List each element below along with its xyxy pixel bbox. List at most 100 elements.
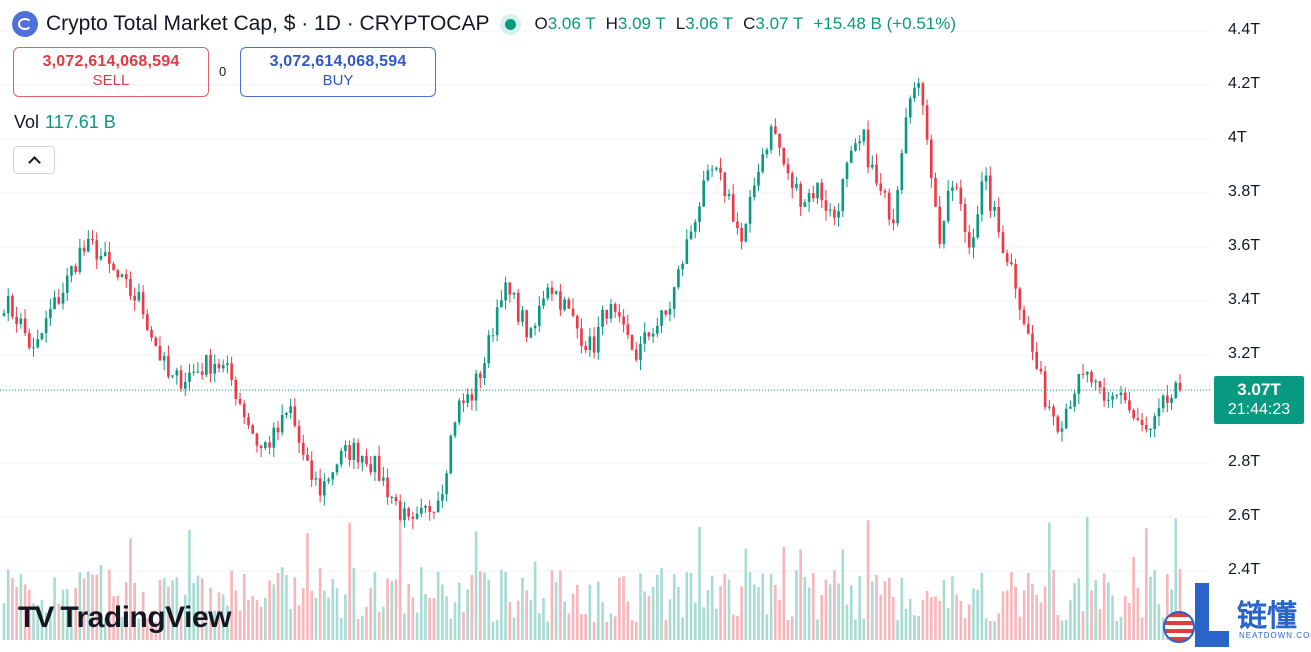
candle-body (597, 326, 600, 353)
volume-bar (474, 531, 478, 640)
candle-body (65, 275, 69, 293)
volume-bar (1056, 614, 1060, 640)
volume-bar (752, 584, 756, 640)
volume-bar (698, 526, 701, 640)
candle-body (993, 206, 996, 211)
candle-body (314, 478, 318, 480)
volume-bar (588, 584, 592, 640)
volume-bar (226, 605, 229, 640)
candle-body (1166, 395, 1169, 403)
candle-body (875, 164, 878, 184)
candle-body (1119, 392, 1123, 396)
volume-bar (6, 569, 10, 640)
candle-body (1161, 395, 1165, 409)
volume-bar (124, 581, 128, 640)
volume-bar (1123, 595, 1127, 640)
volume-bar (230, 570, 233, 640)
volume-bar (196, 575, 200, 640)
candle-body (782, 147, 786, 165)
volume-bar (833, 570, 836, 640)
candle-body (242, 403, 246, 418)
symbol-title[interactable]: Crypto Total Market Cap, $ · 1D · CRYPTO… (46, 12, 490, 35)
candle-body (824, 200, 828, 211)
buy-button[interactable]: 3,072,614,068,594 BUY (240, 47, 436, 97)
buy-label: BUY (322, 72, 354, 89)
candle-body (904, 117, 908, 154)
sell-price: 3,072,614,068,594 (42, 53, 180, 70)
volume-bar (188, 530, 191, 640)
volume-bar (782, 546, 786, 640)
volume-bar (938, 600, 942, 640)
candle-body (639, 343, 642, 360)
sell-button[interactable]: 3,072,614,068,594 SELL (13, 47, 209, 97)
l-logo-icon (1191, 583, 1229, 647)
candle-body (365, 455, 368, 465)
candle-body (500, 300, 503, 308)
price-axis-label: 4T (1228, 129, 1247, 146)
candle-body (491, 335, 495, 337)
volume-bar (394, 579, 398, 640)
candle-body (1085, 371, 1089, 375)
candle-body (369, 464, 373, 473)
volume-bar (904, 609, 908, 640)
candle-body (1170, 397, 1173, 403)
volume-bar (567, 613, 571, 640)
candle-body (175, 370, 179, 376)
price-axis-label: 3.6T (1228, 237, 1261, 254)
candle-body (1128, 400, 1131, 411)
volume-bar (1094, 580, 1098, 640)
ohlc-open-value: 3.06 T (547, 14, 596, 33)
volume-bar (360, 615, 364, 640)
candle-body (285, 412, 288, 415)
chart-header: Crypto Total Market Cap, $ · 1D · CRYPTO… (12, 10, 956, 38)
candle-body (167, 356, 170, 377)
candle-body (807, 193, 811, 203)
volume-bar (120, 616, 124, 640)
candle-body (698, 206, 701, 222)
volume-bar (580, 613, 583, 640)
volume-bar (382, 606, 385, 640)
volume-bar (668, 599, 672, 640)
candle-body (280, 414, 284, 433)
candle-body (23, 318, 27, 334)
collapse-legend-button[interactable] (13, 146, 55, 174)
candle-body (390, 496, 394, 498)
volume-bar (1144, 528, 1148, 640)
candle-body (521, 310, 524, 322)
volume-bar (175, 577, 179, 640)
volume-bar (390, 580, 394, 640)
candle-body (1123, 392, 1127, 401)
candle-body (533, 325, 537, 329)
candle-body (571, 308, 575, 316)
volume-bar (542, 597, 545, 640)
candle-body (963, 204, 967, 233)
candle-body (546, 287, 550, 299)
volume-bar (778, 599, 781, 640)
candle-body (335, 464, 339, 473)
candle-body (1081, 373, 1085, 375)
candle-body (57, 297, 61, 304)
candle-body (264, 442, 267, 449)
volume-bar (550, 570, 554, 640)
candle-body (786, 164, 790, 174)
volume-bar (65, 589, 69, 640)
candle-body (61, 292, 65, 304)
volume-bar (626, 601, 630, 640)
candle-body (483, 363, 486, 378)
market-status-dot-icon[interactable] (505, 18, 517, 30)
candle-body (344, 445, 347, 451)
volume-bar (1157, 604, 1161, 640)
volume-bar (765, 614, 769, 640)
ohlc-high-value: 3.09 T (617, 14, 666, 33)
volume-bar (892, 596, 895, 640)
volume-bar (217, 592, 221, 640)
volume-bar (491, 621, 495, 640)
volume-bar (209, 587, 212, 640)
candle-body (306, 454, 309, 461)
volume-bar (183, 594, 187, 640)
tradingview-logo[interactable]: TV TradingView (18, 600, 232, 636)
symbol-logo-icon[interactable] (12, 11, 38, 37)
volume-bar (453, 602, 457, 640)
volume-bar (761, 573, 765, 640)
